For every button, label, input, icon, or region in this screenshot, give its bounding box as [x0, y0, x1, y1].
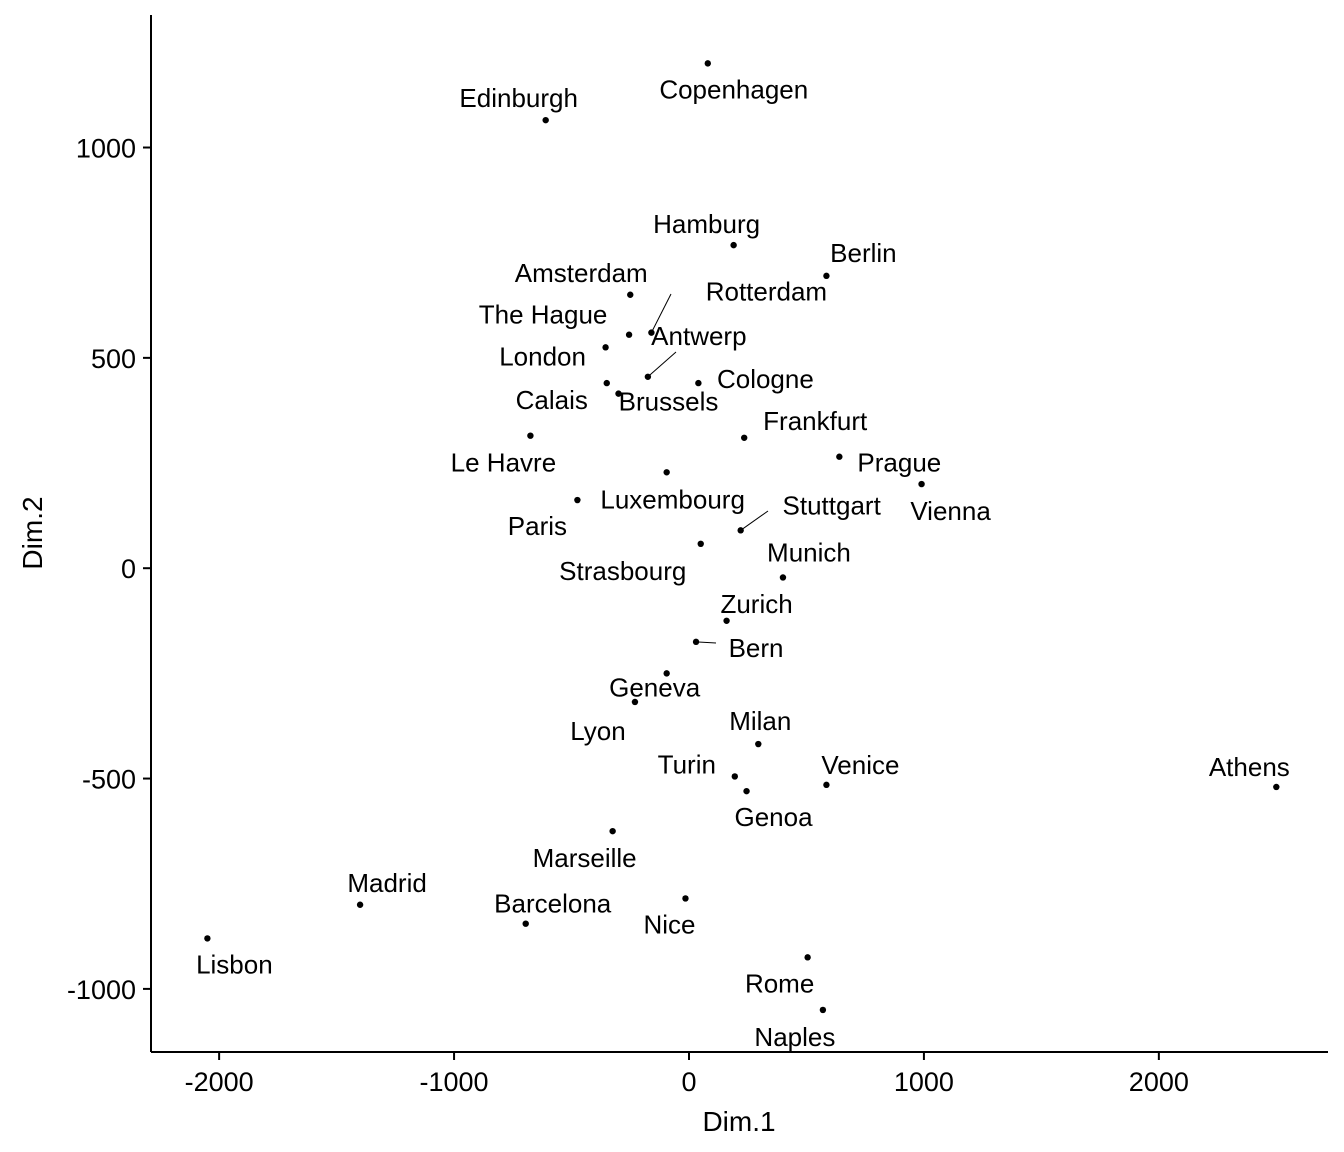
point-label: Calais — [516, 385, 588, 415]
data-point — [819, 1006, 827, 1014]
data-point — [574, 496, 581, 504]
point-label: Frankfurt — [763, 406, 868, 436]
data-point — [731, 773, 739, 780]
data-point — [648, 329, 655, 336]
y-tick-label: -500 — [82, 765, 136, 795]
leader-lines — [647, 293, 769, 644]
point-label: Vienna — [910, 496, 991, 526]
point-label: Marseille — [533, 843, 637, 873]
point-label: Milan — [729, 706, 791, 736]
point-label: Berlin — [830, 238, 896, 268]
y-tick-label: 1000 — [76, 134, 136, 164]
point-label: Rotterdam — [706, 277, 827, 307]
point-label: Nice — [643, 909, 695, 939]
leader-line — [740, 510, 769, 531]
point-label: Bern — [729, 633, 784, 663]
point-label: Genoa — [735, 802, 814, 832]
point-label: Turin — [658, 749, 716, 779]
x-tick-label: 1000 — [894, 1067, 954, 1097]
point-label: Hamburg — [653, 209, 760, 239]
data-point — [804, 954, 811, 961]
point-label: Edinburgh — [459, 83, 578, 113]
data-point — [740, 434, 748, 441]
point-label: Madrid — [347, 868, 426, 898]
data-point — [743, 787, 750, 795]
y-axis-title: Dim.2 — [17, 496, 48, 569]
data-point — [522, 920, 529, 927]
data-point — [602, 344, 609, 351]
point-label: Munich — [767, 537, 851, 567]
point-label: Cologne — [717, 364, 814, 394]
data-point — [603, 379, 610, 387]
point-label: Strasbourg — [559, 556, 686, 586]
y-tick-label: 0 — [121, 554, 136, 584]
data-point — [737, 527, 744, 534]
data-point — [836, 453, 843, 460]
data-point — [823, 781, 830, 789]
point-label: Zurich — [720, 589, 792, 619]
data-point — [755, 740, 762, 748]
leader-line — [647, 351, 677, 378]
point-labels: Copenhagen Edinburgh Hamburg Berlin Amsterda… — [196, 74, 1290, 1052]
data-point — [823, 272, 830, 280]
point-label: Copenhagen — [659, 74, 808, 104]
leader-line — [696, 641, 717, 644]
point-label: Amsterdam — [515, 258, 648, 288]
point-label: Luxembourg — [600, 484, 745, 514]
data-points — [204, 60, 1280, 1014]
point-label: Barcelona — [494, 889, 612, 919]
data-point — [692, 638, 700, 646]
data-point — [625, 331, 633, 338]
y-tick-label: -1000 — [67, 975, 136, 1005]
point-label: Prague — [857, 448, 941, 478]
data-point — [682, 895, 689, 902]
axes: -2000 -1000 0 1000 2000 1000 500 0 -500 -1000 — [67, 15, 1328, 1097]
point-label: Le Havre — [451, 448, 557, 478]
data-point — [779, 574, 787, 581]
point-label: Lisbon — [196, 949, 273, 979]
point-label: Antwerp — [651, 321, 746, 351]
x-tick-label: 0 — [681, 1067, 696, 1097]
y-tick-label: 500 — [91, 344, 136, 374]
point-label: Lyon — [570, 716, 625, 746]
x-axis-title: Dim.1 — [702, 1106, 775, 1137]
data-point — [204, 935, 211, 942]
data-point — [1273, 783, 1280, 791]
x-tick-label: 2000 — [1129, 1067, 1189, 1097]
point-label: Paris — [508, 511, 567, 541]
x-tick-label: -2000 — [185, 1067, 254, 1097]
data-point — [663, 670, 670, 677]
point-label: Geneva — [609, 672, 701, 702]
data-point — [695, 379, 702, 387]
data-point — [627, 291, 634, 298]
data-point — [704, 60, 711, 67]
y-ticks: 1000 500 0 -500 -1000 — [67, 134, 151, 1005]
data-point — [609, 827, 616, 835]
data-point — [615, 390, 622, 397]
data-point — [697, 540, 704, 548]
data-point — [663, 469, 670, 476]
point-label: Brussels — [619, 387, 719, 417]
data-point — [527, 432, 534, 439]
point-label: The Hague — [479, 300, 608, 330]
data-point — [644, 373, 652, 380]
data-point — [356, 901, 364, 908]
leader-line — [650, 293, 672, 333]
point-label: Stuttgart — [783, 490, 882, 520]
data-point — [542, 116, 549, 124]
point-label: London — [499, 341, 586, 371]
x-ticks: -2000 -1000 0 1000 2000 — [185, 1052, 1189, 1097]
point-label: Rome — [745, 968, 814, 998]
data-point — [918, 480, 925, 488]
x-tick-label: -1000 — [420, 1067, 489, 1097]
data-point — [631, 698, 639, 706]
point-label: Venice — [821, 750, 899, 780]
data-point — [730, 241, 737, 249]
point-label: Athens — [1209, 752, 1290, 782]
data-point — [723, 617, 730, 624]
point-label: Naples — [754, 1022, 835, 1052]
